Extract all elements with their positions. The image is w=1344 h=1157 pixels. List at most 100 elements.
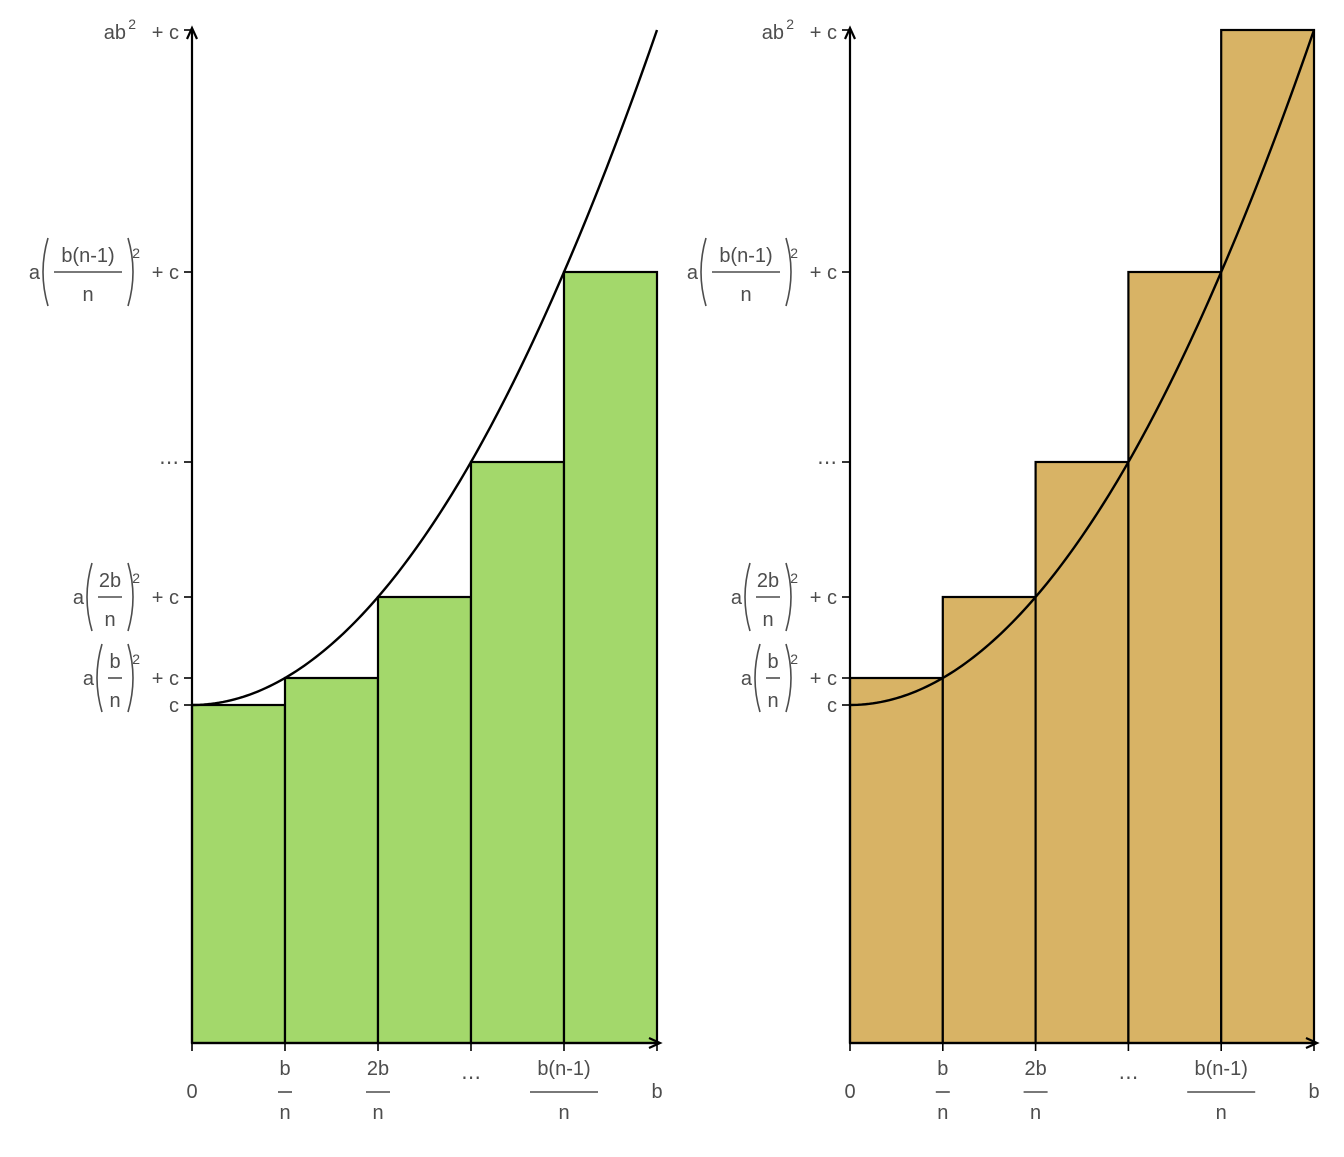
svg-text:0: 0: [844, 1081, 855, 1103]
left-y-tick-label-4: + c 2 b(n-1) n a: [29, 237, 179, 307]
svg-text:2: 2: [132, 570, 140, 586]
svg-text:2b: 2b: [1024, 1058, 1046, 1080]
svg-text:b: b: [1308, 1081, 1319, 1103]
left-x-tick-label-0: 0: [186, 1081, 197, 1103]
svg-text:⋯: ⋯: [1118, 1067, 1138, 1089]
left-bar-1: [190, 703, 287, 1045]
left-bar-4: [469, 460, 566, 1045]
svg-text:2: 2: [790, 245, 798, 261]
right-x-tick-label-5: b: [1308, 1081, 1319, 1103]
svg-text:n: n: [372, 1102, 383, 1124]
svg-text:c: c: [169, 695, 179, 717]
svg-text:+ c: + c: [810, 262, 837, 284]
svg-text:b: b: [767, 651, 778, 673]
svg-text:n: n: [558, 1102, 569, 1124]
right-y-tick-label-4: + c 2 b(n-1) n a: [687, 237, 837, 307]
right-x-tick-label-0: 0: [844, 1081, 855, 1103]
svg-text:+ c: + c: [810, 668, 837, 690]
svg-text:n: n: [82, 284, 93, 306]
svg-text:2: 2: [786, 16, 794, 32]
svg-text:c: c: [827, 695, 837, 717]
svg-text:b(n-1): b(n-1): [537, 1058, 590, 1080]
svg-text:b(n-1): b(n-1): [1195, 1058, 1248, 1080]
svg-text:⋯: ⋯: [817, 452, 837, 474]
left-y-tick-label-5: + c 2ab: [104, 16, 179, 44]
svg-text:n: n: [762, 609, 773, 631]
right-bar-3: [1034, 460, 1130, 1045]
svg-text:a: a: [741, 668, 753, 690]
svg-text:a: a: [731, 587, 743, 609]
left-x-tick-label-4: b(n-1) n: [530, 1058, 598, 1124]
svg-text:2b: 2b: [367, 1058, 389, 1080]
left-y-tick-label-2: + c 2 2b na: [73, 562, 179, 632]
svg-text:b(n-1): b(n-1): [719, 245, 772, 267]
svg-text:b: b: [937, 1058, 948, 1080]
left-bar-5: [562, 270, 659, 1045]
svg-text:n: n: [740, 284, 751, 306]
svg-text:2: 2: [790, 651, 798, 667]
right-y-tick-label-0: c: [827, 695, 837, 717]
right-bar-1: [848, 676, 944, 1045]
left-y-tick-label-0: c: [169, 695, 179, 717]
svg-text:2b: 2b: [757, 570, 779, 592]
svg-text:a: a: [73, 587, 85, 609]
left-y-axis-arrow: [185, 25, 199, 40]
right-y-tick-label-3: ⋯: [817, 452, 837, 474]
svg-text:n: n: [104, 609, 115, 631]
svg-text:+ c: + c: [152, 22, 179, 44]
svg-text:2: 2: [790, 570, 798, 586]
svg-text:+ c: + c: [152, 587, 179, 609]
svg-text:2b: 2b: [99, 570, 121, 592]
right-function-curve: [849, 29, 1316, 707]
svg-text:⋯: ⋯: [159, 452, 179, 474]
left-x-tick-label-2: 2b n: [366, 1058, 390, 1124]
svg-text:+ c: + c: [810, 22, 837, 44]
svg-text:ab: ab: [762, 22, 784, 44]
svg-text:b: b: [279, 1058, 290, 1080]
svg-text:n: n: [1030, 1102, 1041, 1124]
svg-text:a: a: [83, 668, 95, 690]
svg-text:0: 0: [186, 1081, 197, 1103]
left-bar-2: [283, 676, 380, 1045]
left-x-tick-label-5: b: [651, 1081, 662, 1103]
svg-text:a: a: [29, 262, 41, 284]
svg-text:n: n: [937, 1102, 948, 1124]
svg-text:a: a: [687, 262, 699, 284]
svg-text:2: 2: [132, 651, 140, 667]
svg-text:+ c: + c: [152, 262, 179, 284]
right-bar-4: [1127, 270, 1223, 1045]
svg-text:b(n-1): b(n-1): [61, 245, 114, 267]
svg-text:b: b: [109, 651, 120, 673]
right-y-tick-label-2: + c 2 2b na: [731, 562, 837, 632]
left-bar-3: [376, 595, 473, 1045]
svg-text:⋯: ⋯: [461, 1067, 481, 1089]
right-bar-5: [1220, 28, 1316, 1045]
svg-text:+ c: + c: [152, 668, 179, 690]
right-x-axis-arrow: [1305, 1036, 1320, 1050]
svg-text:2: 2: [128, 16, 136, 32]
left-x-axis-arrow: [648, 1036, 663, 1050]
svg-text:n: n: [109, 690, 120, 712]
right-bar-2: [941, 595, 1037, 1045]
right-x-tick-label-3: ⋯: [1118, 1067, 1138, 1089]
svg-text:+ c: + c: [810, 587, 837, 609]
right-y-axis-arrow: [843, 25, 857, 40]
left-x-tick-label-1: bn: [278, 1058, 292, 1124]
right-y-tick-label-5: + c 2ab: [762, 16, 837, 44]
right-x-tick-label-1: bn: [935, 1058, 950, 1124]
svg-text:n: n: [1216, 1102, 1227, 1124]
svg-text:ab: ab: [104, 22, 126, 44]
svg-text:b: b: [651, 1081, 662, 1103]
right-x-tick-label-4: b(n-1) n: [1187, 1058, 1256, 1124]
left-x-tick-label-3: ⋯: [461, 1067, 481, 1089]
left-function-curve: [191, 29, 659, 707]
right-x-tick-label-2: 2b n: [1023, 1058, 1048, 1124]
svg-text:n: n: [279, 1102, 290, 1124]
left-y-tick-label-3: ⋯: [159, 452, 179, 474]
